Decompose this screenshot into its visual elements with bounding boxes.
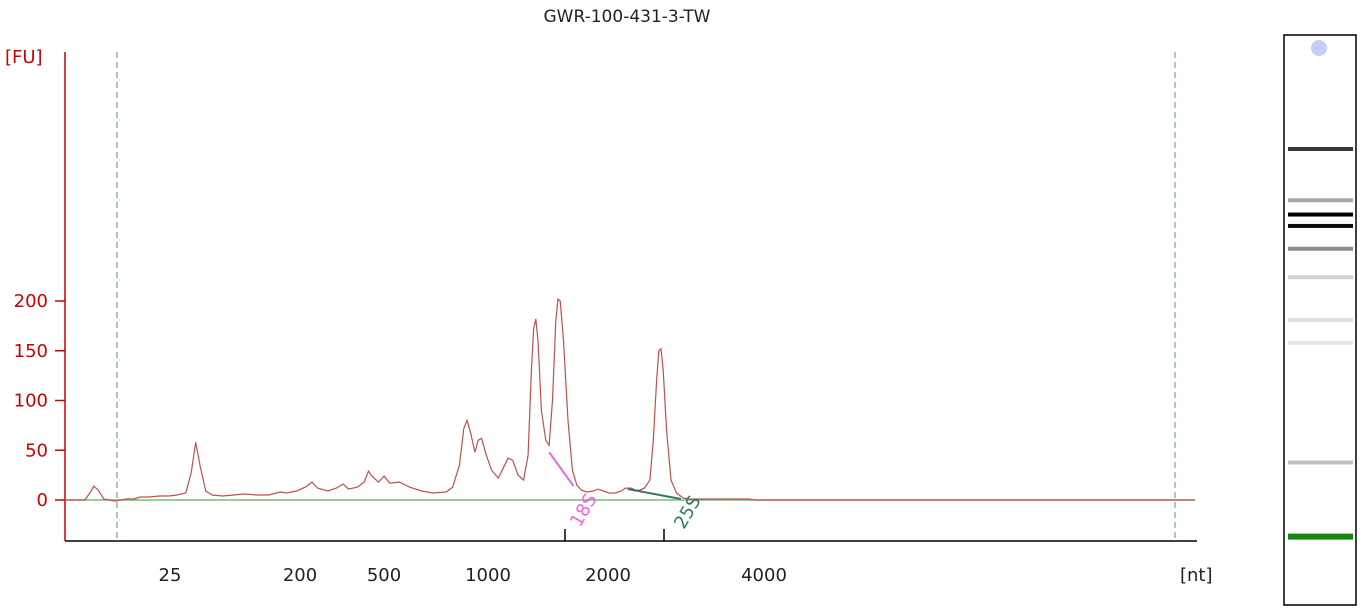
ticks-group: 0 50 100 150 200 25 200 500 1000 2000 4000 (14, 291, 787, 586)
x-axis-unit-label: [nt] (1180, 565, 1213, 586)
gel-band (1288, 147, 1353, 151)
gel-band (1288, 275, 1353, 280)
marker-group: 18S 25S (548, 451, 706, 533)
electropherogram-trace (65, 297, 1195, 502)
gel-upper-marker-spot (1311, 40, 1327, 56)
y-tick-label: 0 (37, 490, 48, 511)
x-tick-label: 4000 (741, 565, 787, 586)
virtual-gel-lane (1283, 34, 1357, 606)
gel-band (1288, 533, 1353, 540)
gel-band (1288, 212, 1353, 217)
marker-line-18s (548, 451, 575, 487)
y-tick-label: 50 (25, 440, 48, 461)
x-tick-label: 1000 (465, 565, 511, 586)
gel-band (1288, 340, 1353, 345)
chart-title: GWR-100-431-3-TW (544, 7, 711, 27)
y-tick-label: 200 (14, 291, 48, 312)
y-axis-unit-label: [FU] (5, 47, 43, 68)
gel-band (1288, 223, 1353, 228)
x-tick-label: 200 (283, 565, 317, 586)
marker-label-18s: 18S (566, 490, 601, 530)
gel-lane-border (1283, 34, 1357, 606)
gel-band (1288, 198, 1353, 203)
x-tick-label: 2000 (585, 565, 631, 586)
plot-group (65, 297, 1195, 502)
x-tick-label: 500 (367, 565, 401, 586)
gel-band (1288, 246, 1353, 251)
gel-band (1288, 318, 1353, 322)
gel-band (1288, 460, 1353, 465)
y-tick-label: 100 (14, 391, 48, 412)
axes-group (64, 52, 1197, 542)
marker-line-25s (627, 488, 682, 500)
y-tick-label: 150 (14, 341, 48, 362)
x-tick-label: 25 (159, 565, 182, 586)
